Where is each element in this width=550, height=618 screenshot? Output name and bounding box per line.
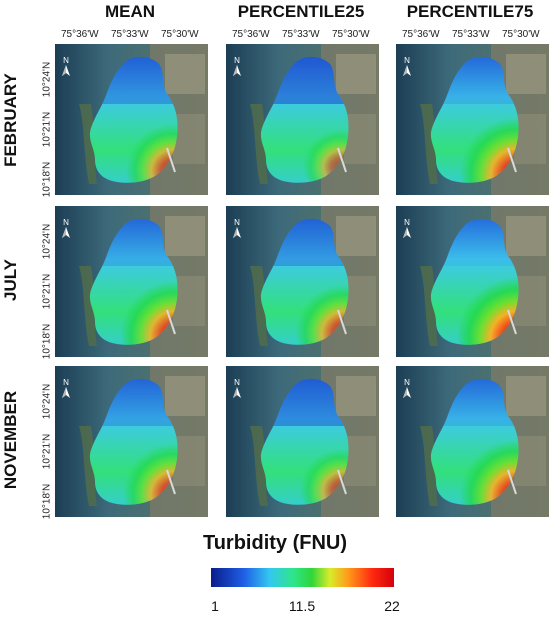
map-panel: N <box>226 44 379 195</box>
north-arrow-icon: N <box>233 218 241 238</box>
map-panel: N <box>226 206 379 357</box>
legend-max-label: 22 <box>384 598 400 614</box>
latitude-label: 10°18'N <box>41 161 53 198</box>
north-arrow-letter: N <box>404 56 410 65</box>
map-panel: N <box>55 44 208 195</box>
latitude-label: 10°18'N <box>41 483 53 520</box>
north-arrow-letter: N <box>234 378 240 387</box>
latitude-label: 10°18'N <box>41 323 53 360</box>
north-arrow-letter: N <box>234 218 240 227</box>
column-title-percentile25: PERCENTILE25 <box>237 2 365 21</box>
longitude-label: 75°30'W <box>332 29 370 40</box>
latitude-label: 10°21'N <box>41 273 53 310</box>
legend-min-label: 1 <box>211 598 219 614</box>
legend-color-bar <box>211 568 394 587</box>
latitude-label: 10°24'N <box>41 61 53 98</box>
map-panel: N <box>55 366 208 517</box>
longitude-label: 75°30'W <box>161 29 199 40</box>
north-arrow-icon: N <box>403 218 411 238</box>
longitude-label: 75°33'W <box>282 29 320 40</box>
north-arrow-icon: N <box>62 56 70 76</box>
row-title-july: JULY <box>1 259 20 301</box>
north-arrow-letter: N <box>63 218 69 227</box>
column-title-mean: MEAN <box>104 2 156 21</box>
longitude-label: 75°36'W <box>232 29 270 40</box>
map-panel: N <box>55 206 208 357</box>
north-arrow-icon: N <box>62 218 70 238</box>
north-arrow-icon: N <box>403 56 411 76</box>
north-arrow-letter: N <box>63 56 69 65</box>
longitude-label: 75°33'W <box>452 29 490 40</box>
legend-title: Turbidity (FNU) <box>202 532 348 554</box>
north-arrow-icon: N <box>62 378 70 398</box>
north-arrow-letter: N <box>404 218 410 227</box>
latitude-label: 10°24'N <box>41 383 53 420</box>
latitude-label: 10°21'N <box>41 111 53 148</box>
latitude-label: 10°24'N <box>41 223 53 260</box>
north-arrow-icon: N <box>233 56 241 76</box>
map-panel: N <box>396 206 549 357</box>
longitude-label: 75°30'W <box>502 29 540 40</box>
north-arrow-icon: N <box>403 378 411 398</box>
longitude-label: 75°36'W <box>402 29 440 40</box>
map-panel: N <box>396 44 549 195</box>
north-arrow-icon: N <box>233 378 241 398</box>
legend-mid-label: 11.5 <box>288 598 316 614</box>
longitude-label: 75°33'W <box>111 29 149 40</box>
row-title-november: NOVEMBER <box>1 390 20 490</box>
map-panel: N <box>396 366 549 517</box>
latitude-label: 10°21'N <box>41 433 53 470</box>
map-panel: N <box>226 366 379 517</box>
north-arrow-letter: N <box>63 378 69 387</box>
longitude-label: 75°36'W <box>61 29 99 40</box>
north-arrow-letter: N <box>404 378 410 387</box>
column-title-percentile75: PERCENTILE75 <box>406 2 534 21</box>
north-arrow-letter: N <box>234 56 240 65</box>
row-title-february: FEBRUARY <box>1 73 20 167</box>
